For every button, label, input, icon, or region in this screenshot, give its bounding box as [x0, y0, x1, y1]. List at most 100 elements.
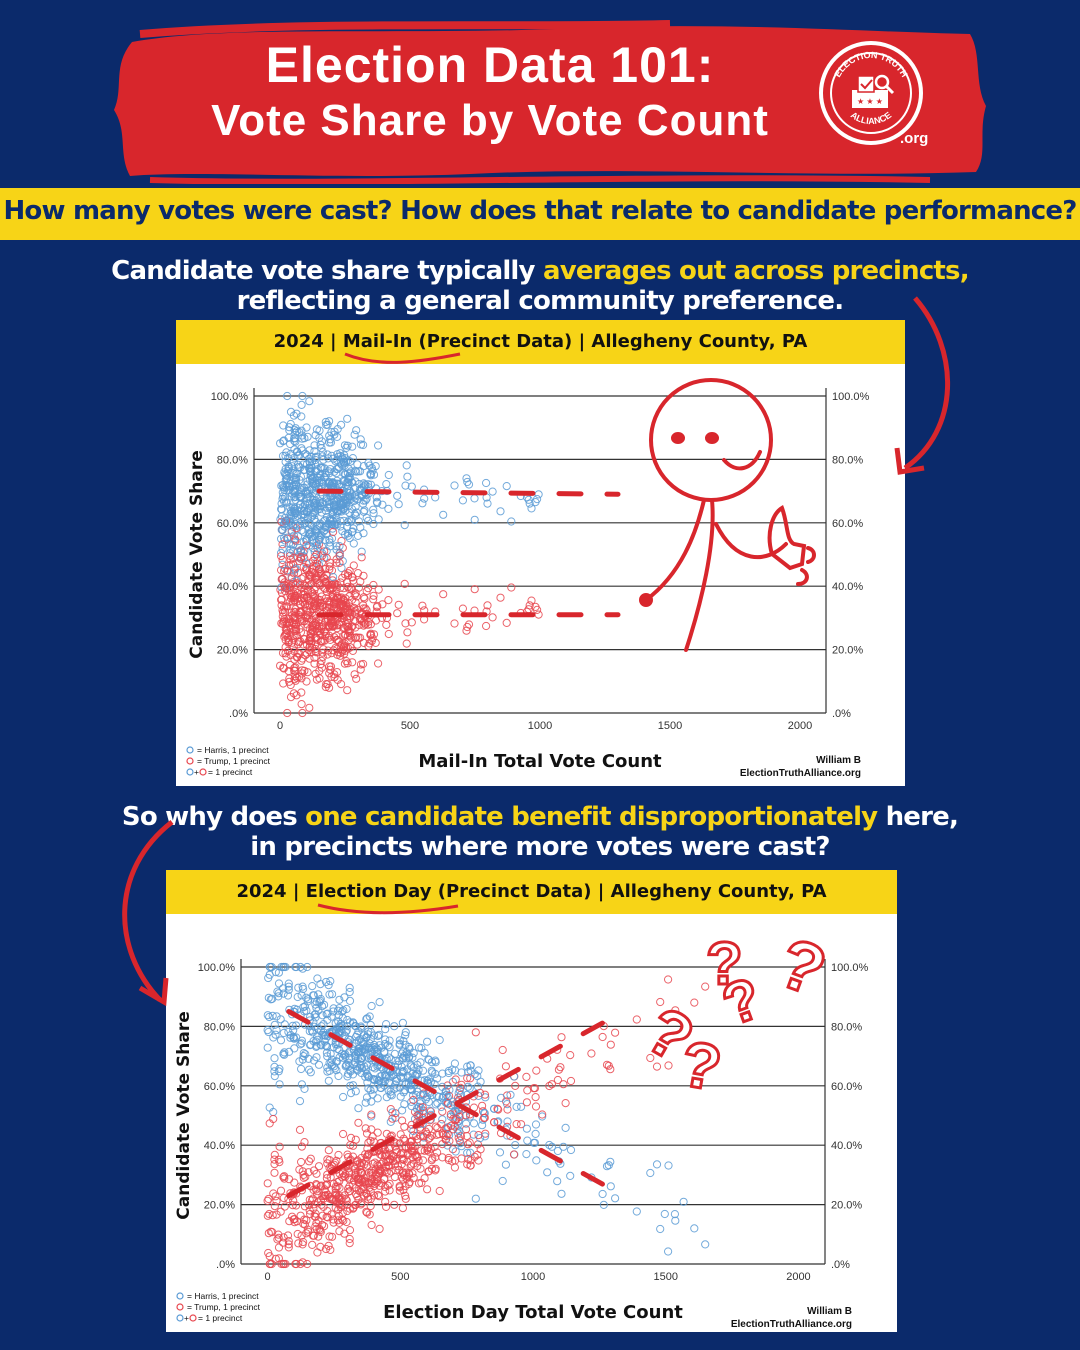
trump-point	[316, 595, 325, 605]
trump-point	[339, 1129, 348, 1139]
harris-point	[297, 1080, 306, 1089]
harris-point	[385, 1043, 394, 1052]
trump-point	[284, 561, 294, 570]
harris-point	[412, 1070, 422, 1079]
harris-point	[538, 1112, 547, 1121]
harris-point	[290, 445, 299, 454]
trump-point	[383, 1181, 392, 1190]
arrow-left-head-icon	[138, 977, 169, 1007]
trump-point	[309, 561, 318, 571]
harris-point	[289, 457, 298, 466]
trump-point	[366, 1136, 375, 1145]
trump-point	[333, 1182, 342, 1191]
trump-point	[290, 1178, 299, 1187]
harris-point	[522, 1124, 531, 1133]
trump-point	[398, 1169, 407, 1178]
trump-point	[357, 553, 366, 562]
both-legend-label: = 1 precinct	[208, 767, 253, 777]
harris-point	[414, 1065, 423, 1075]
y-tick-label-left: .0%	[229, 708, 248, 720]
trump-point	[339, 584, 348, 593]
trump-point	[490, 1118, 499, 1127]
trump-point	[326, 1245, 335, 1254]
trump-point	[298, 708, 307, 718]
trump-point	[319, 1202, 328, 1211]
trump-point	[346, 631, 355, 640]
harris-point	[455, 1109, 464, 1119]
harris-point	[517, 1102, 526, 1111]
harris-point	[342, 443, 351, 453]
harris-point	[337, 563, 346, 573]
election-truth-alliance-logo: ELECTION TRUTH ALLIANCE ★ ★ ★ .org	[818, 38, 928, 148]
harris-point	[326, 1049, 335, 1058]
trump-point	[297, 688, 306, 697]
harris-point	[446, 1112, 455, 1121]
harris-point	[324, 454, 333, 463]
harris-point	[310, 514, 319, 524]
x-tick-label: 0	[277, 720, 283, 732]
trump-point	[547, 1080, 556, 1089]
harris-point	[312, 452, 321, 461]
harris-point	[309, 472, 318, 482]
trump-point	[346, 627, 355, 636]
trump-point	[438, 1140, 447, 1149]
trump-point	[350, 670, 359, 679]
trump-point	[265, 1119, 274, 1128]
trump-point	[266, 1259, 275, 1269]
trump-point	[553, 1075, 562, 1085]
trump-point	[385, 1161, 394, 1170]
harris-point	[299, 483, 309, 493]
question-marks-icon: ?????	[633, 921, 838, 1106]
trump-point	[290, 675, 299, 684]
harris-point	[373, 498, 382, 508]
trump-point	[394, 600, 403, 609]
both-legend-marker-harris	[176, 1314, 184, 1322]
trump-point	[312, 675, 321, 684]
harris-point	[333, 1044, 342, 1053]
trump-point	[367, 637, 376, 646]
harris-point	[363, 1014, 372, 1023]
trump-point	[300, 554, 309, 563]
harris-point	[319, 455, 328, 464]
trump-point	[346, 1133, 356, 1142]
trump-point	[656, 997, 665, 1007]
trump-point	[420, 1146, 429, 1155]
red-brush-stroke	[114, 20, 986, 184]
harris-point	[274, 979, 284, 988]
trump-point	[381, 1197, 390, 1206]
harris-point	[305, 499, 314, 508]
harris-point	[310, 447, 319, 456]
trump-point	[494, 1105, 503, 1114]
harris-point	[433, 1074, 442, 1083]
harris-point	[369, 505, 378, 514]
harris-point	[470, 515, 479, 524]
trump-point	[414, 1156, 423, 1166]
trump-point	[331, 643, 340, 652]
harris-point	[279, 436, 289, 445]
trump-point	[284, 1240, 293, 1249]
trump-point	[463, 1140, 473, 1149]
trump-point	[297, 700, 306, 709]
trump-point	[361, 1177, 370, 1186]
harris-point	[395, 1083, 404, 1092]
y-tick-label-right: 20.0%	[831, 1200, 862, 1212]
harris-point	[367, 1112, 376, 1121]
harris-point	[652, 1160, 662, 1169]
harris-point	[383, 1041, 392, 1050]
trump-point	[478, 1101, 487, 1110]
trump-point	[315, 666, 324, 676]
trump-point	[488, 613, 497, 622]
harris-point	[339, 516, 348, 525]
harris-point	[463, 1148, 472, 1157]
chart-legend: = Harris, 1 precinct= Trump, 1 precinct+…	[186, 745, 271, 777]
trump-point	[296, 1259, 305, 1269]
y-tick-label-right: .0%	[832, 708, 851, 720]
harris-point	[329, 1004, 338, 1013]
harris-point	[464, 480, 474, 489]
trump-point	[474, 1131, 483, 1140]
trend-line-harris	[286, 1009, 610, 1190]
trump-point	[354, 1118, 363, 1127]
harris-point	[393, 1074, 402, 1083]
harris-point	[298, 391, 307, 401]
trump-point	[606, 1040, 615, 1049]
